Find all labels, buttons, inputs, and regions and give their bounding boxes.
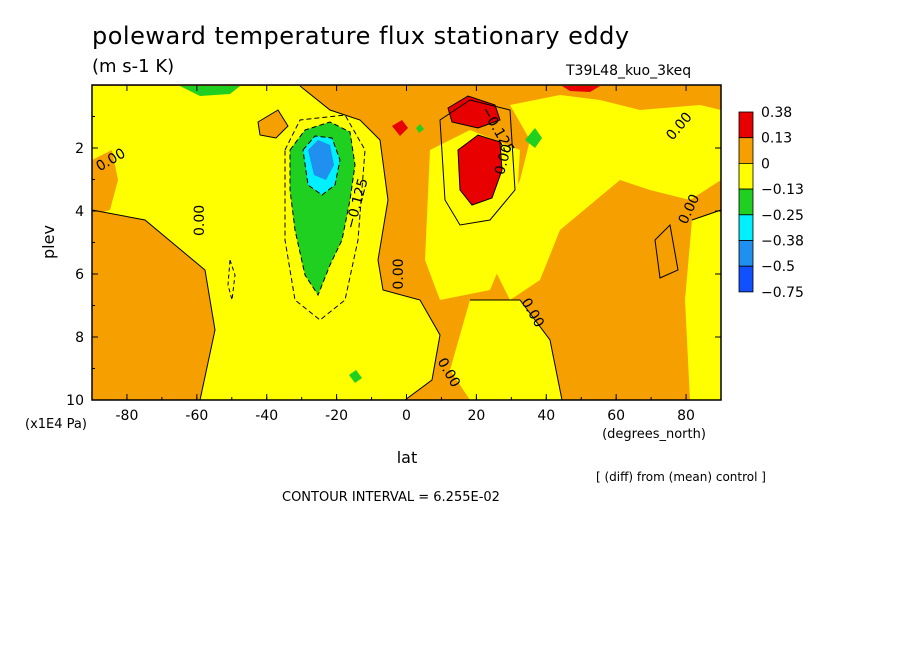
- colorbar-swatch: [738, 240, 754, 267]
- contour-fill-green-small: [525, 128, 542, 148]
- diff-note: [ (diff) from (mean) control ]: [596, 470, 766, 484]
- contour-fill-blue: [308, 140, 334, 180]
- colorbar-label: −0.13: [761, 182, 804, 198]
- contour-fill-yellow-lower: [450, 300, 562, 400]
- colorbar-swatch: [738, 214, 754, 241]
- contour-line: [691, 209, 722, 221]
- y-tick-label: 8: [75, 330, 84, 346]
- x-axis-units: (degrees_north): [602, 427, 706, 442]
- contour-fill-yellow-north: [495, 95, 721, 300]
- x-tick-label: -20: [325, 408, 348, 424]
- contour-label: 0.00: [391, 258, 407, 289]
- contour-line: [439, 99, 516, 226]
- colorbar-swatch: [738, 265, 754, 293]
- contour-line: [470, 299, 563, 401]
- chart-title: poleward temperature flux stationary edd…: [92, 22, 630, 50]
- colorbar-swatch: [738, 162, 754, 190]
- colorbar-label: −0.75: [761, 285, 804, 301]
- contour-line: [91, 209, 216, 401]
- contour-interval: CONTOUR INTERVAL = 6.255E-02: [282, 490, 500, 505]
- contour-fill-green-low: [349, 370, 362, 383]
- contour-fill-orange-edge-south: [92, 150, 118, 215]
- contour-label: 0.00: [492, 142, 516, 176]
- x-tick-label: 0: [402, 408, 411, 424]
- x-tick-label: -80: [116, 408, 139, 424]
- contour-label: 0.00: [192, 205, 208, 236]
- colorbar-label: −0.38: [761, 234, 804, 250]
- chart-units: (m s-1 K): [92, 56, 175, 77]
- x-axis: -80 -60 -40 -20 0 20 40 60 80: [91, 85, 722, 424]
- y-tick-label: 6: [75, 267, 84, 283]
- x-tick-label: 40: [537, 408, 555, 424]
- colorbar-swatch: [738, 188, 754, 216]
- colorbar-label: 0.38: [761, 105, 792, 121]
- x-tick-label: 60: [607, 408, 625, 424]
- contour-line: [257, 109, 289, 139]
- contour-line: [227, 259, 236, 301]
- contour-line: [299, 85, 441, 401]
- y-tick-label: 4: [75, 204, 84, 220]
- x-tick-label: 20: [467, 408, 485, 424]
- contour-line: [284, 114, 366, 321]
- contour-line: [302, 135, 341, 196]
- contour-line: [457, 134, 503, 206]
- contour-line: [654, 223, 679, 279]
- x-tick-label: 80: [677, 408, 695, 424]
- contour-fill-yellow-hole: [258, 110, 288, 138]
- colorbar-swatch: [738, 111, 754, 139]
- y-tick-label: 2: [75, 141, 84, 157]
- x-axis-label: lat: [397, 448, 418, 467]
- contour-lines: [91, 85, 722, 401]
- contour-line: [447, 95, 501, 129]
- contour-fill-green-dot: [416, 124, 424, 133]
- y-tick-label: 10: [66, 393, 84, 409]
- colorbar: 0.38 0.13 0 −0.13 −0.25 −0.38 −0.5 −0.75: [738, 105, 804, 301]
- contour-fill-red-small: [392, 120, 408, 136]
- y-axis-label: plev: [39, 225, 58, 259]
- contour-fill-yellow-edge: [685, 210, 721, 400]
- y-axis-units: (x1E4 Pa): [25, 417, 87, 432]
- colorbar-swatch: [738, 137, 754, 164]
- contour-fill-green-top: [180, 86, 240, 96]
- filled-contours: [92, 85, 721, 400]
- contour-fill-red-main: [458, 135, 502, 205]
- colorbar-label: −0.25: [761, 208, 804, 224]
- x-tick-label: -60: [185, 408, 208, 424]
- colorbar-label: 0: [761, 156, 770, 172]
- contour-line: [289, 121, 356, 297]
- y-axis: 2 4 6 8 10: [66, 116, 721, 409]
- colorbar-label: −0.5: [761, 259, 795, 275]
- colorbar-label: 0.13: [761, 131, 792, 147]
- contour-fill-red-top: [562, 86, 600, 92]
- x-tick-label: -40: [255, 408, 278, 424]
- run-name: T39L48_kuo_3keq: [566, 63, 692, 79]
